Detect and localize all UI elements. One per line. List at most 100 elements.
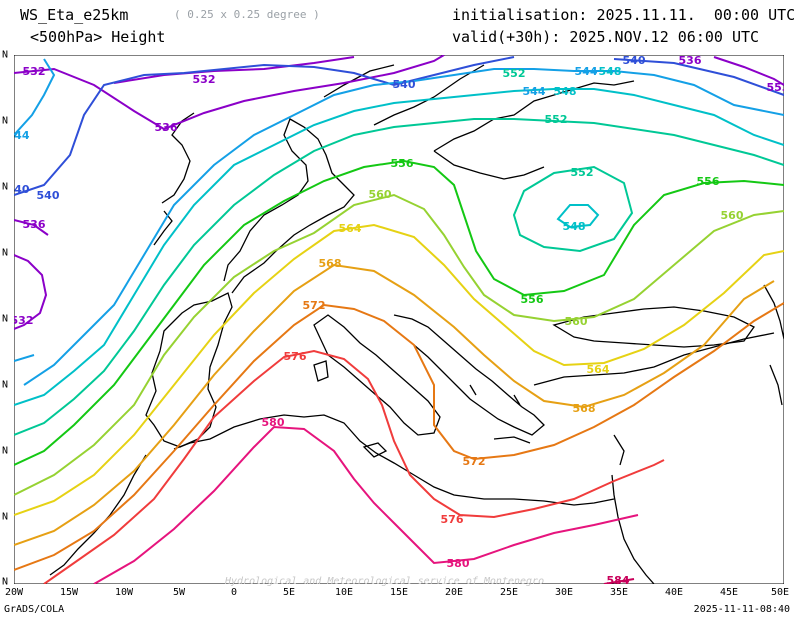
- contour-label: 572: [303, 299, 326, 312]
- x-tick-label: 50E: [770, 587, 790, 598]
- contour-568: [14, 263, 775, 546]
- valid-time: valid(+30h): 2025.NOV.12 06:00 UTC: [452, 28, 760, 46]
- contour-label: 544: [575, 65, 598, 78]
- variable-label: <500hPa> Height: [30, 28, 166, 46]
- contour-552: [14, 118, 784, 436]
- contours: [14, 55, 784, 584]
- y-tick-label: N: [2, 181, 9, 193]
- y-tick-label: N: [2, 379, 9, 391]
- contour-label: 532: [193, 73, 216, 86]
- contour-536-nw: [14, 55, 445, 131]
- contour-548-ring: [556, 204, 600, 229]
- contour-560: [14, 193, 784, 496]
- coast-caspian: [763, 284, 784, 406]
- x-tick-label: 35E: [609, 587, 629, 598]
- coast-turkey: [533, 332, 775, 386]
- contour-label: 556: [521, 293, 544, 306]
- contour-label: 580: [262, 416, 285, 429]
- x-tick-label: 5W: [172, 587, 186, 598]
- contour-label: 584: [607, 574, 630, 584]
- contour-548: [14, 88, 784, 406]
- software-credit: GrADS/COLA: [4, 604, 65, 615]
- coast-crete-islands: [469, 384, 531, 444]
- contour-544-main: [23, 68, 784, 386]
- coast-balkans: [393, 314, 545, 436]
- x-tick-label: 15E: [389, 587, 409, 598]
- y-tick-label: N: [2, 247, 9, 259]
- contour-label: 572: [463, 455, 486, 468]
- y-tick-label: N: [2, 511, 9, 523]
- contour-label-layer: 532 536 540 544 548 552 556 560 564 568 …: [14, 55, 784, 584]
- x-tick-label: 40E: [664, 587, 684, 598]
- contour-576: [43, 349, 665, 584]
- map-plot: 532 536 540 544 548 552 556 560 564 568 …: [14, 55, 784, 584]
- contour-label: 540: [393, 78, 416, 91]
- resolution-label: ( 0.25 x 0.25 degree ): [174, 8, 320, 21]
- contour-label: 548: [554, 85, 577, 98]
- contour-label: 560: [565, 315, 588, 328]
- contour-584: [603, 578, 635, 584]
- contour-label: 564: [587, 363, 610, 376]
- contour-label: 548: [599, 65, 622, 78]
- contour-label: 552: [545, 113, 568, 126]
- x-axis-labels: 20W 15W 10W 5W 0 5E 10E 15E 20E 25E 30E …: [0, 587, 800, 601]
- contour-label: 540: [623, 55, 646, 67]
- x-tick-label: 25E: [499, 587, 519, 598]
- contour-label: 536: [23, 218, 46, 231]
- contour-label: 532: [14, 314, 33, 327]
- contour-556: [14, 159, 784, 466]
- coast-black-sea: [552, 306, 755, 348]
- contour-540: [14, 56, 784, 196]
- coast-baltic: [433, 150, 545, 180]
- initialisation-time: initialisation: 2025.11.11. 00:00 UTC: [452, 6, 796, 24]
- x-tick-label: 10W: [114, 587, 134, 598]
- contour-label: 556: [391, 157, 414, 170]
- model-name: WS_Eta_e25km: [20, 6, 129, 24]
- x-tick-label: 20E: [444, 587, 464, 598]
- x-tick-label: 15W: [59, 587, 79, 598]
- contour-544: [14, 58, 56, 362]
- contour-label: 536: [155, 121, 178, 134]
- y-tick-label: N: [2, 49, 9, 61]
- contour-label: 540: [37, 189, 60, 202]
- x-tick-label: 20W: [4, 587, 24, 598]
- contour-label: 560: [721, 209, 744, 222]
- contour-label: 548: [563, 220, 586, 233]
- coast-italy: [313, 314, 441, 436]
- y-tick-label: N: [2, 445, 9, 457]
- contour-label: 532: [23, 65, 46, 78]
- coast-france-uk: [223, 118, 355, 294]
- contour-536-w: [14, 219, 49, 236]
- contour-label: 536: [679, 55, 702, 67]
- x-tick-label: 0: [230, 587, 238, 598]
- contour-564: [14, 223, 784, 516]
- coastlines: [49, 64, 784, 584]
- y-tick-label: N: [2, 115, 9, 127]
- contour-label: 568: [319, 257, 342, 270]
- contour-label: 580: [447, 557, 470, 570]
- contour-552-ring: [512, 165, 634, 253]
- contour-label: 576: [441, 513, 464, 526]
- contour-label: 564: [339, 222, 362, 235]
- contour-label: 552: [571, 166, 594, 179]
- contour-label: 556: [697, 175, 720, 188]
- contour-label: 576: [284, 350, 307, 363]
- coast-levant: [611, 434, 655, 584]
- x-tick-label: 30E: [554, 587, 574, 598]
- render-timestamp: 2025-11-11-08:40: [693, 604, 790, 615]
- x-tick-label: 10E: [334, 587, 354, 598]
- y-tick-label: N: [2, 313, 9, 325]
- y-tick-label: N: [2, 576, 9, 588]
- coast-iberia: [145, 292, 233, 448]
- contour-label: 553: [767, 81, 784, 94]
- contour-536-ne: [713, 56, 784, 86]
- coast-sicily-sardinia: [313, 360, 388, 458]
- contour-532-w: [14, 254, 48, 330]
- contour-580: [93, 425, 639, 584]
- contour-label: 544: [523, 85, 546, 98]
- coast-scandinavia: [323, 64, 635, 152]
- contour-572: [14, 302, 784, 571]
- coast-north-africa: [173, 414, 615, 506]
- contour-label: 560: [369, 188, 392, 201]
- contour-label: 540: [14, 183, 30, 196]
